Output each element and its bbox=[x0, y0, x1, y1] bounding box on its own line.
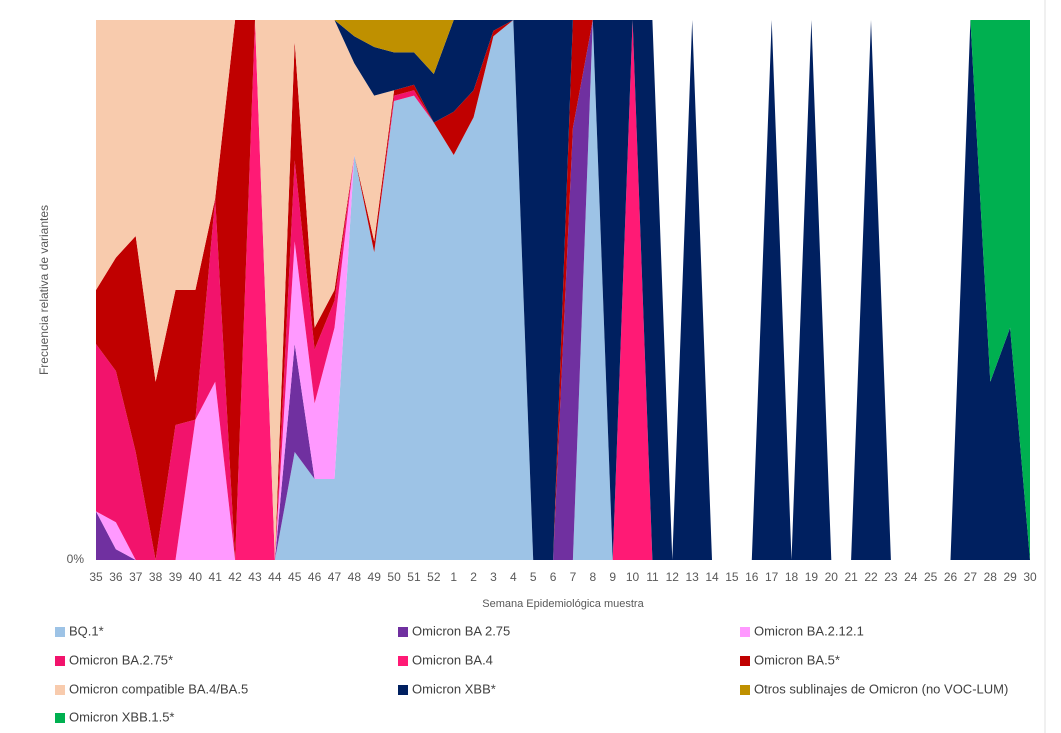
x-tick-label: 21 bbox=[844, 570, 858, 584]
x-tick-label: 18 bbox=[785, 570, 799, 584]
x-tick-label: 25 bbox=[924, 570, 938, 584]
x-tick-label: 37 bbox=[129, 570, 143, 584]
x-tick-label: 40 bbox=[189, 570, 203, 584]
legend-label: Omicron BA.5* bbox=[754, 652, 840, 667]
y-axis-label: Frecuencia relativa de variantes bbox=[37, 205, 51, 375]
area bbox=[96, 20, 1030, 560]
x-tick-label: 38 bbox=[149, 570, 163, 584]
legend-swatch bbox=[55, 685, 65, 695]
legend-swatch bbox=[740, 627, 750, 637]
x-tick-label: 47 bbox=[328, 570, 342, 584]
legend-label: Omicron compatible BA.4/BA.5 bbox=[69, 681, 248, 696]
x-tick-label: 16 bbox=[745, 570, 759, 584]
x-tick-label: 46 bbox=[308, 570, 322, 584]
x-tick-label: 7 bbox=[570, 570, 577, 584]
x-tick-label: 28 bbox=[984, 570, 998, 584]
x-tick-label: 3 bbox=[490, 570, 497, 584]
x-tick-label: 41 bbox=[209, 570, 223, 584]
x-tick-label: 11 bbox=[646, 570, 659, 584]
legend-swatch bbox=[740, 685, 750, 695]
x-tick-label: 44 bbox=[268, 570, 282, 584]
x-tick-label: 36 bbox=[109, 570, 123, 584]
x-tick-label: 29 bbox=[1003, 570, 1017, 584]
x-tick-label: 50 bbox=[387, 570, 401, 584]
x-tick-label: 43 bbox=[248, 570, 262, 584]
x-tick-label: 39 bbox=[169, 570, 183, 584]
legend-label: BQ.1* bbox=[69, 623, 104, 638]
legend-swatch bbox=[740, 656, 750, 666]
x-tick-label: 45 bbox=[288, 570, 302, 584]
x-tick-label: 22 bbox=[864, 570, 878, 584]
x-tick-label: 1 bbox=[450, 570, 457, 584]
x-tick-label: 4 bbox=[510, 570, 517, 584]
legend-label: Omicron XBB.1.5* bbox=[69, 709, 175, 724]
x-tick-label: 49 bbox=[368, 570, 382, 584]
x-tick-label: 13 bbox=[685, 570, 699, 584]
x-tick-label: 6 bbox=[550, 570, 557, 584]
area bbox=[96, 20, 1030, 560]
legend-swatch bbox=[398, 685, 408, 695]
legend-label: Omicron XBB* bbox=[412, 681, 496, 696]
legend-label: Omicron BA.2.75* bbox=[69, 652, 173, 667]
legend-label: Omicron BA.2.12.1 bbox=[754, 623, 864, 638]
legend-swatch bbox=[398, 627, 408, 637]
area bbox=[96, 20, 1030, 560]
x-tick-label: 23 bbox=[884, 570, 898, 584]
x-tick-label: 27 bbox=[964, 570, 978, 584]
legend-swatch bbox=[55, 627, 65, 637]
legend-swatch bbox=[398, 656, 408, 666]
x-tick-label: 5 bbox=[530, 570, 537, 584]
x-tick-label: 2 bbox=[470, 570, 477, 584]
x-tick-label: 12 bbox=[666, 570, 680, 584]
x-tick-label: 42 bbox=[228, 570, 242, 584]
area bbox=[96, 20, 1030, 560]
legend-label: Otros sublinajes de Omicron (no VOC-LUM) bbox=[754, 681, 1008, 696]
legend-swatch bbox=[55, 656, 65, 666]
x-tick-label: 52 bbox=[427, 570, 441, 584]
x-tick-label: 30 bbox=[1023, 570, 1037, 584]
x-tick-label: 35 bbox=[89, 570, 103, 584]
x-tick-label: 26 bbox=[944, 570, 958, 584]
x-tick-label: 48 bbox=[348, 570, 362, 584]
x-tick-label: 10 bbox=[626, 570, 640, 584]
legend-swatch bbox=[55, 713, 65, 723]
legend-label: Omicron BA 2.75 bbox=[412, 623, 510, 638]
x-tick-label: 51 bbox=[407, 570, 421, 584]
x-tick-label: 19 bbox=[805, 570, 819, 584]
x-tick-label: 14 bbox=[705, 570, 719, 584]
x-tick-label: 24 bbox=[904, 570, 918, 584]
x-axis-label: Semana Epidemiológica muestra bbox=[482, 598, 644, 610]
x-tick-label: 8 bbox=[589, 570, 596, 584]
y-tick-label: 0% bbox=[67, 552, 85, 566]
x-tick-label: 15 bbox=[725, 570, 739, 584]
legend-label: Omicron BA.4 bbox=[412, 652, 493, 667]
x-tick-label: 17 bbox=[765, 570, 779, 584]
x-tick-label: 9 bbox=[609, 570, 616, 584]
x-tick-label: 20 bbox=[825, 570, 839, 584]
